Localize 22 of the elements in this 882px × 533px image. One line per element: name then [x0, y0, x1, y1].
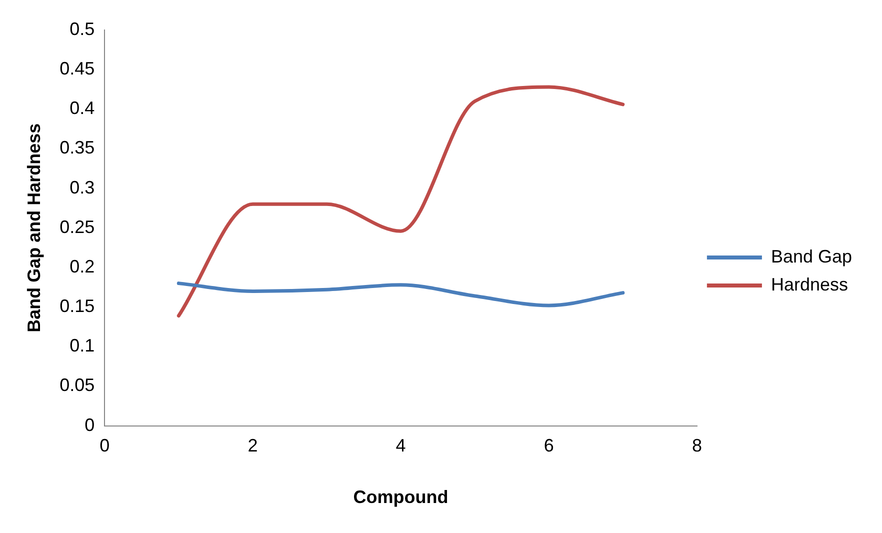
y-tick-label: 0.1: [70, 336, 95, 356]
x-tick-label: 0: [100, 436, 110, 456]
x-tick-label: 2: [248, 436, 258, 456]
y-tick-label: 0.3: [70, 177, 95, 198]
y-tick-label: 0.05: [60, 375, 95, 396]
y-tick-label: 0.4: [70, 98, 95, 118]
x-tick-label: 8: [692, 436, 702, 456]
legend-label: Hardness: [770, 274, 848, 294]
x-axis-title: Compound: [353, 487, 448, 508]
line-series: [176, 282, 625, 308]
legend-label: Band Gap: [770, 246, 852, 266]
y-tick-label: 0.35: [60, 138, 95, 158]
y-tick-label: 0.25: [60, 216, 95, 237]
y-tick-label: 0.45: [60, 58, 95, 79]
y-tick-label: 0.5: [70, 18, 95, 39]
y-axis-title: Band Gap and Hardness: [24, 123, 44, 332]
y-tick-label: 0.15: [60, 296, 95, 316]
line-series: [176, 85, 625, 318]
y-tick-label: 0: [84, 414, 95, 435]
x-tick-label: 4: [396, 436, 406, 456]
y-tick-label: 0.2: [70, 256, 95, 276]
x-tick-label: 6: [544, 436, 554, 456]
